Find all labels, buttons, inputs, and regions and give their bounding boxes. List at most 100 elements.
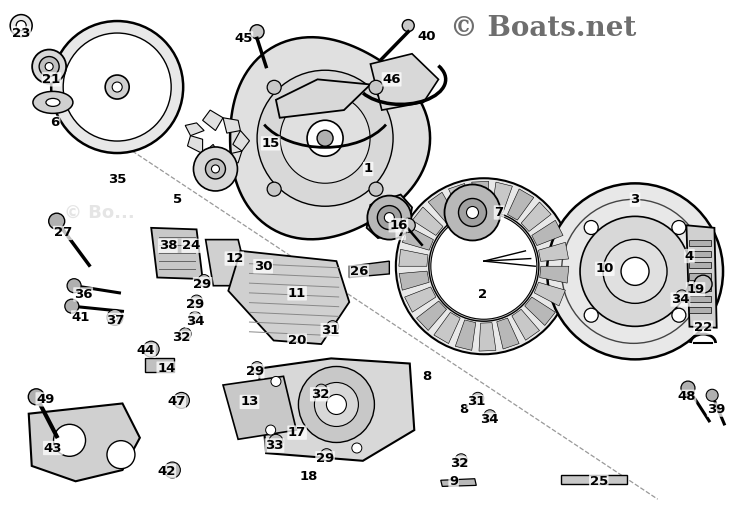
Text: 20: 20 xyxy=(288,334,306,347)
Bar xyxy=(689,240,711,246)
Text: 32: 32 xyxy=(451,457,469,470)
Circle shape xyxy=(327,321,339,333)
Text: 8: 8 xyxy=(459,403,468,416)
Bar xyxy=(689,296,711,302)
Polygon shape xyxy=(259,358,414,461)
Circle shape xyxy=(105,75,129,99)
Circle shape xyxy=(458,199,487,226)
Text: 15: 15 xyxy=(262,137,280,150)
Text: 27: 27 xyxy=(54,226,72,240)
Text: 46: 46 xyxy=(383,73,401,86)
Text: 7: 7 xyxy=(396,226,405,240)
Circle shape xyxy=(466,206,479,219)
Polygon shape xyxy=(223,151,242,163)
Circle shape xyxy=(472,392,484,404)
Circle shape xyxy=(401,218,415,232)
Circle shape xyxy=(315,384,327,396)
Polygon shape xyxy=(233,131,249,151)
Text: 34: 34 xyxy=(186,314,204,328)
Text: 39: 39 xyxy=(708,403,726,416)
Polygon shape xyxy=(686,225,717,328)
Bar xyxy=(689,307,711,313)
Text: 29: 29 xyxy=(316,452,334,465)
Circle shape xyxy=(706,389,718,401)
Polygon shape xyxy=(399,271,429,290)
Polygon shape xyxy=(538,242,569,261)
Polygon shape xyxy=(399,249,428,266)
Circle shape xyxy=(51,21,183,153)
Circle shape xyxy=(265,425,276,435)
Circle shape xyxy=(257,70,393,206)
Circle shape xyxy=(198,274,210,287)
Circle shape xyxy=(194,147,237,191)
Polygon shape xyxy=(441,479,476,486)
Text: 33: 33 xyxy=(265,439,284,452)
Text: 18: 18 xyxy=(299,470,318,483)
Polygon shape xyxy=(223,118,240,133)
Polygon shape xyxy=(276,79,370,118)
Text: 5: 5 xyxy=(173,193,182,206)
Polygon shape xyxy=(29,403,140,481)
Text: 40: 40 xyxy=(418,30,436,44)
Text: 38: 38 xyxy=(159,239,177,252)
Text: 21: 21 xyxy=(42,73,60,86)
Text: © Bo...: © Bo... xyxy=(64,203,135,222)
Text: 42: 42 xyxy=(157,464,175,478)
Circle shape xyxy=(321,449,333,461)
Circle shape xyxy=(28,389,45,405)
Polygon shape xyxy=(492,182,513,212)
Polygon shape xyxy=(497,318,519,349)
Text: 2: 2 xyxy=(478,288,487,301)
Text: 34: 34 xyxy=(671,293,689,306)
Polygon shape xyxy=(230,37,430,239)
Text: 44: 44 xyxy=(137,344,155,357)
Polygon shape xyxy=(185,123,204,136)
Text: 29: 29 xyxy=(186,298,204,311)
Text: 7: 7 xyxy=(494,206,503,219)
Polygon shape xyxy=(367,195,412,238)
Circle shape xyxy=(369,80,383,94)
Polygon shape xyxy=(507,189,534,220)
Polygon shape xyxy=(525,297,556,326)
Circle shape xyxy=(603,240,667,303)
Text: 34: 34 xyxy=(480,413,498,426)
Circle shape xyxy=(173,392,190,409)
Text: 30: 30 xyxy=(254,260,272,273)
Text: 17: 17 xyxy=(288,426,306,439)
Circle shape xyxy=(269,434,283,449)
Circle shape xyxy=(307,120,343,156)
Circle shape xyxy=(367,196,411,240)
Circle shape xyxy=(431,213,537,319)
Text: 22: 22 xyxy=(694,321,712,334)
Text: 3: 3 xyxy=(631,193,640,206)
Circle shape xyxy=(547,183,723,359)
Circle shape xyxy=(45,62,53,71)
Polygon shape xyxy=(203,144,223,164)
Circle shape xyxy=(206,159,225,179)
Text: 26: 26 xyxy=(350,265,368,278)
Text: 45: 45 xyxy=(234,32,253,45)
Circle shape xyxy=(251,361,263,374)
Circle shape xyxy=(694,275,712,293)
Circle shape xyxy=(143,341,160,357)
Polygon shape xyxy=(455,320,476,350)
Circle shape xyxy=(352,443,362,453)
Text: 13: 13 xyxy=(240,395,259,409)
Circle shape xyxy=(65,299,79,313)
Polygon shape xyxy=(402,227,433,250)
Circle shape xyxy=(271,376,281,387)
Circle shape xyxy=(267,182,281,196)
Text: 10: 10 xyxy=(596,262,614,275)
Circle shape xyxy=(384,212,395,223)
Circle shape xyxy=(672,308,686,322)
Text: 48: 48 xyxy=(677,390,696,403)
Text: 24: 24 xyxy=(182,239,200,252)
Polygon shape xyxy=(151,228,203,279)
Circle shape xyxy=(317,130,333,146)
Polygon shape xyxy=(206,240,249,286)
Text: 9: 9 xyxy=(449,475,458,488)
Circle shape xyxy=(621,258,649,285)
Text: 32: 32 xyxy=(311,388,329,401)
Circle shape xyxy=(299,367,374,442)
Circle shape xyxy=(396,178,572,354)
